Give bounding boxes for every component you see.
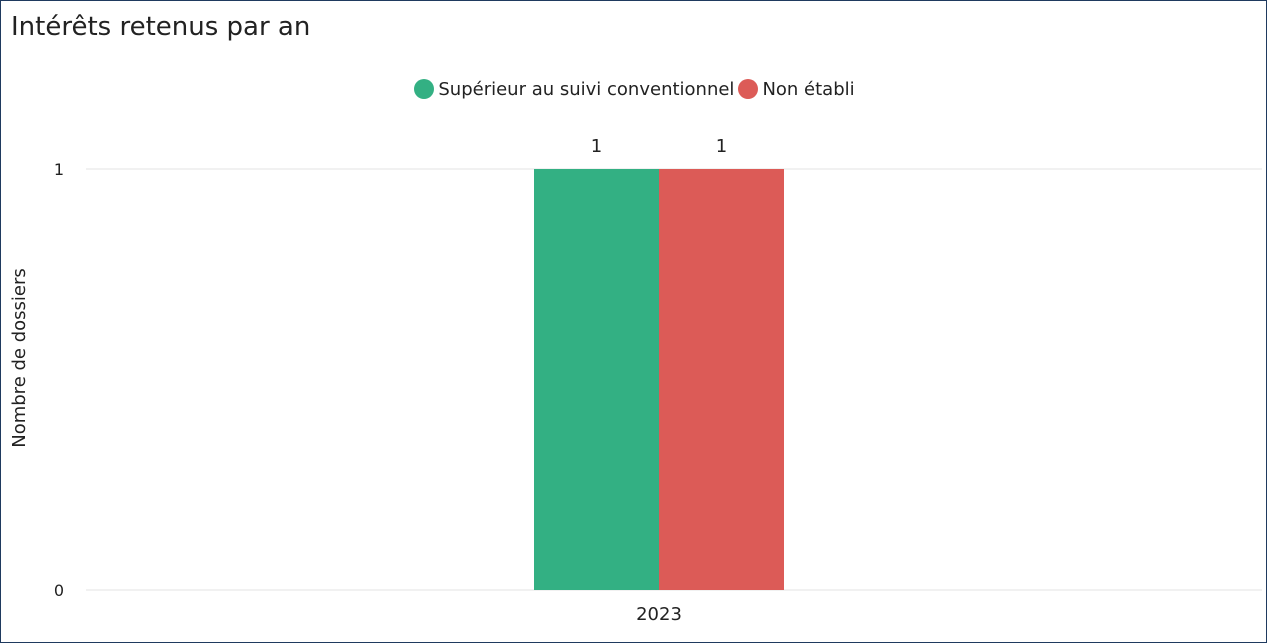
bar-non-etabli-2023[interactable] — [659, 169, 784, 590]
x-axis-ticks: 2023 — [636, 604, 682, 625]
y-axis-label: Nombre de dossiers — [9, 268, 30, 448]
y-tick-label: 1 — [54, 160, 64, 179]
bars — [534, 169, 784, 590]
y-axis-ticks: 01 — [54, 160, 64, 600]
legend-item-superieur[interactable]: Supérieur au suivi conventionnel — [414, 79, 734, 100]
chart-title: Intérêts retenus par an — [11, 12, 311, 42]
legend-swatch-non-etabli — [738, 79, 759, 99]
data-label: 1 — [591, 136, 602, 157]
x-tick-label: 2023 — [636, 604, 682, 625]
bar-superieur-2023[interactable] — [534, 169, 659, 590]
chart-legend: Supérieur au suivi conventionnel Non éta… — [1, 77, 1267, 101]
legend-label-superieur: Supérieur au suivi conventionnel — [438, 78, 735, 100]
data-label: 1 — [716, 136, 727, 157]
y-tick-label: 0 — [54, 581, 64, 600]
legend-label-non-etabli: Non établi — [762, 78, 855, 100]
legend-item-non-etabli[interactable]: Non établi — [738, 78, 855, 100]
legend-swatch-superieur — [414, 79, 435, 99]
